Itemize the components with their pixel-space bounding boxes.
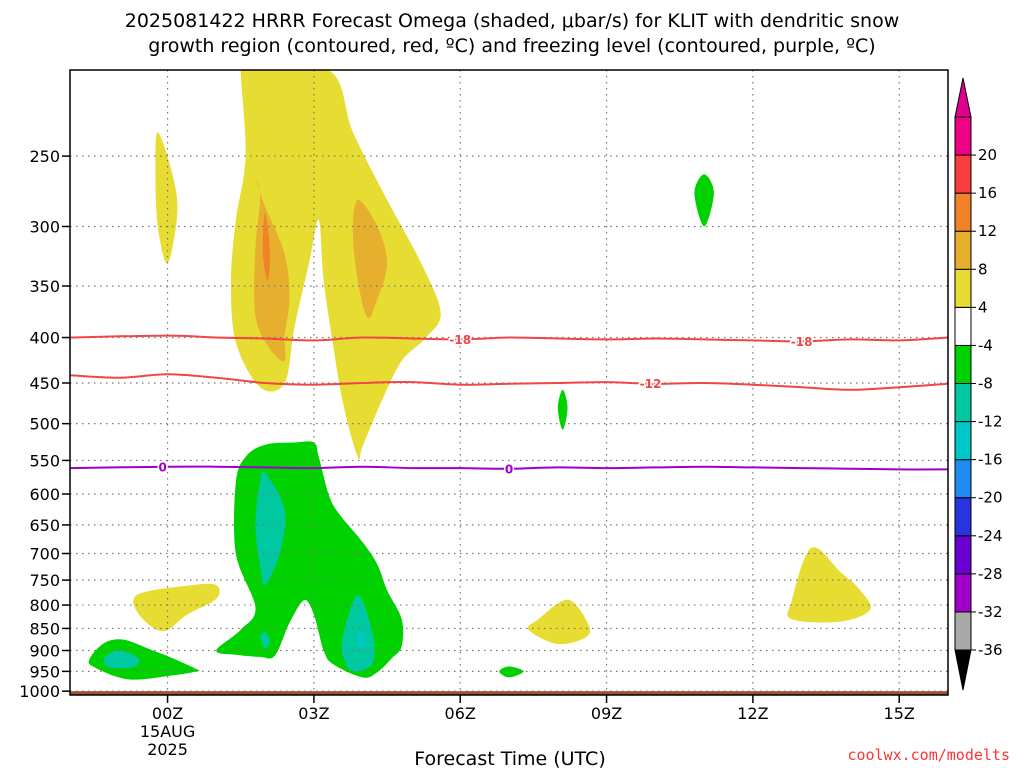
omega-region-13 — [255, 470, 286, 586]
colorbar-bin-9 — [954, 268, 972, 308]
colorbar-label--28: -28 — [978, 565, 1003, 583]
omega-region-16 — [260, 631, 270, 649]
x-axis-label: Forecast Time (UTC) — [414, 748, 605, 768]
y-tick-label-500: 500 — [29, 415, 60, 434]
x-tick-date: 15AUG — [140, 722, 195, 741]
omega-region-12 — [499, 666, 524, 678]
colorbar-label-8: 8 — [978, 260, 988, 278]
colorbar-label--4: -4 — [978, 336, 993, 354]
colorbar-label-20: 20 — [978, 146, 997, 164]
omega-region-7 — [262, 213, 271, 281]
omega-region-4 — [787, 547, 871, 623]
contour-label-0-1: -18 — [791, 335, 813, 349]
contour-line-1 — [70, 373, 948, 391]
y-tick-label-950: 950 — [29, 662, 60, 681]
omega-region-6 — [352, 199, 388, 319]
y-tick-label-700: 700 — [29, 545, 60, 564]
y-tick-label-650: 650 — [29, 516, 60, 535]
contour-line-0 — [70, 334, 948, 343]
x-tick-label-03Z: 03Z — [298, 704, 329, 723]
y-tick-label-250: 250 — [29, 147, 60, 166]
chart-title-line-2: growth region (contoured, red, ºC) and f… — [148, 35, 875, 57]
omega-region-14 — [341, 595, 375, 672]
colorbar-label-12: 12 — [978, 222, 997, 240]
omega-region-1 — [155, 132, 178, 264]
colorbar-extend-high — [954, 77, 972, 118]
colorbar-bin-0 — [954, 611, 972, 651]
colorbar-label-16: 16 — [978, 184, 997, 202]
colorbar-bin-1 — [954, 573, 972, 613]
colorbar-bin-8 — [954, 306, 972, 346]
plot-area: -18 -18 -12 0 0 — [70, 70, 948, 695]
colorbar-bin-13 — [954, 116, 972, 156]
y-tick-label-450: 450 — [29, 374, 60, 393]
colorbar-bin-4 — [954, 459, 972, 499]
y-tick-label-800: 800 — [29, 596, 60, 615]
omega-region-0 — [231, 70, 441, 460]
colorbar-label--20: -20 — [978, 489, 1003, 507]
y-tick-label-900: 900 — [29, 641, 60, 660]
colorbar-label--36: -36 — [978, 641, 1003, 659]
omega-region-10 — [694, 174, 714, 227]
contour-line-2 — [70, 465, 948, 471]
colorbar-label-4: 4 — [978, 298, 988, 316]
x-tick-label-06Z: 06Z — [445, 704, 476, 723]
ground-surface — [70, 691, 948, 695]
colorbar-bin-2 — [954, 535, 972, 575]
colorbar-bin-3 — [954, 497, 972, 537]
colorbar-label--8: -8 — [978, 375, 993, 393]
y-tick-label-300: 300 — [29, 217, 60, 236]
colorbar-extend-low — [954, 649, 972, 691]
contour-label-0-0: -18 — [449, 333, 471, 347]
temperature-contours: -18 -18 -12 0 0 — [70, 331, 948, 478]
omega-region-17 — [357, 632, 366, 649]
omega-region-5 — [254, 178, 290, 362]
omega-region-15 — [103, 650, 140, 669]
y-tick-label-850: 850 — [29, 619, 60, 638]
colorbar-bin-10 — [954, 230, 972, 270]
x-tick-label-15Z: 15Z — [884, 704, 915, 723]
colorbar-label--16: -16 — [978, 451, 1003, 469]
y-tick-label-350: 350 — [29, 277, 60, 296]
contour-label-2-1: 0 — [505, 462, 513, 476]
colorbar-bin-12 — [954, 154, 972, 194]
colorbar-bin-7 — [954, 344, 972, 384]
x-tick-year: 2025 — [147, 740, 188, 759]
colorbar-label--24: -24 — [978, 527, 1003, 545]
colorbar-label--12: -12 — [978, 413, 1003, 431]
y-tick-label-550: 550 — [29, 451, 60, 470]
omega-region-3 — [527, 599, 591, 645]
contour-label-2-0: 0 — [158, 460, 166, 474]
colorbar-bin-5 — [954, 421, 972, 461]
omega-region-9 — [88, 639, 200, 680]
omega-region-8 — [216, 441, 404, 678]
omega-shading — [88, 70, 871, 680]
y-tick-label-750: 750 — [29, 571, 60, 590]
y-tick-label-600: 600 — [29, 485, 60, 504]
contour-label-1-0: -12 — [640, 377, 662, 391]
colorbar: -36 -32 -28 -24 -20 -16 -12 -8 -4 4 8 12 16 20 — [954, 77, 1003, 691]
x-tick-label-00Z: 00Z — [152, 704, 183, 723]
y-tick-label-1000: 1000 — [19, 682, 60, 701]
credit-text: coolwx.com/modelts — [847, 746, 1010, 764]
colorbar-label--32: -32 — [978, 603, 1003, 621]
x-tick-label-09Z: 09Z — [591, 704, 622, 723]
colorbar-bin-6 — [954, 383, 972, 423]
y-tick-label-400: 400 — [29, 329, 60, 348]
x-tick-label-12Z: 12Z — [737, 704, 768, 723]
omega-region-2 — [133, 583, 220, 632]
surface-band — [70, 691, 948, 695]
pressure-axis: 250 300 350 400 450 500 550 600 650 700 750 800 850 9… — [19, 147, 70, 701]
colorbar-bin-11 — [954, 192, 972, 232]
omega-region-11 — [557, 389, 568, 430]
chart-title-line-1: 2025081422 HRRR Forecast Omega (shaded, … — [125, 10, 900, 32]
